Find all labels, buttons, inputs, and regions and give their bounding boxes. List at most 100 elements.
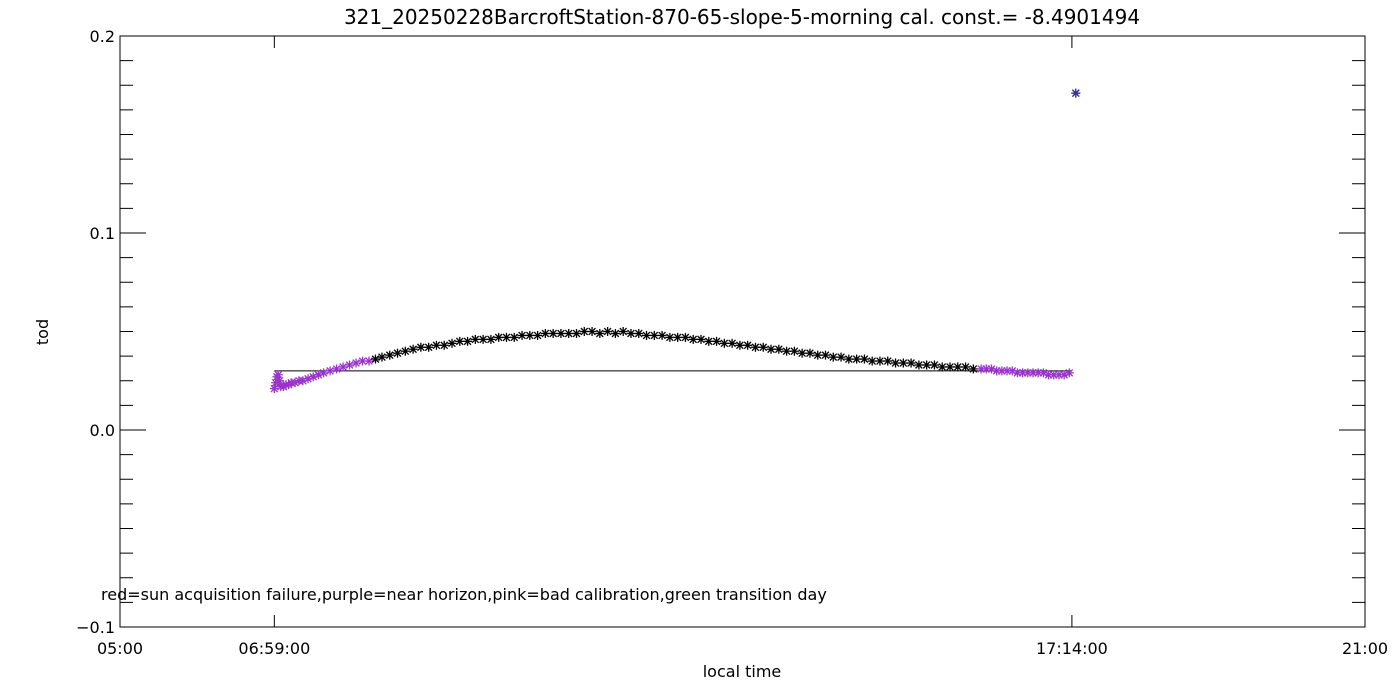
x-axis-label: local time bbox=[703, 662, 782, 681]
data-point bbox=[891, 358, 901, 368]
data-point bbox=[548, 328, 558, 338]
data-point bbox=[945, 362, 955, 372]
marker-stroke bbox=[455, 337, 464, 346]
data-point bbox=[385, 350, 395, 360]
data-point bbox=[883, 356, 893, 366]
x-tick-label: 21:00 bbox=[1342, 639, 1388, 658]
data-point bbox=[673, 332, 683, 342]
data-point bbox=[968, 364, 978, 374]
data-point bbox=[416, 342, 426, 352]
x-tick-label: 17:14:00 bbox=[1036, 639, 1108, 658]
marker-stroke bbox=[417, 343, 425, 352]
data-point bbox=[821, 350, 830, 360]
marker-stroke bbox=[837, 353, 845, 361]
data-point bbox=[875, 356, 885, 366]
data-point bbox=[319, 368, 329, 378]
data-point bbox=[351, 358, 361, 368]
data-point bbox=[447, 338, 457, 348]
data-point bbox=[610, 328, 620, 338]
marker-stroke bbox=[689, 335, 698, 344]
data-point bbox=[906, 358, 916, 368]
marker-stroke bbox=[650, 331, 659, 340]
marker-stroke bbox=[915, 361, 923, 369]
data-point bbox=[688, 334, 698, 344]
marker-stroke bbox=[821, 351, 830, 359]
marker-stroke bbox=[541, 329, 550, 338]
marker-stroke bbox=[378, 353, 386, 361]
y-tick-label: 0.0 bbox=[90, 421, 115, 440]
marker-stroke bbox=[510, 333, 519, 342]
marker-stroke bbox=[736, 341, 744, 350]
x-tick-label: 05:00 bbox=[97, 639, 143, 658]
marker-stroke bbox=[409, 345, 417, 354]
data-point bbox=[338, 362, 348, 372]
y-major-ticks: −0.1 0.0 0.1 0.2 bbox=[76, 27, 1365, 637]
data-point bbox=[642, 330, 652, 340]
marker-stroke bbox=[494, 333, 503, 342]
marker-stroke bbox=[782, 347, 791, 356]
marker-stroke bbox=[953, 363, 962, 371]
data-point bbox=[533, 330, 543, 340]
data-point bbox=[540, 328, 550, 338]
marker-stroke bbox=[697, 335, 705, 344]
marker-stroke bbox=[393, 349, 402, 358]
data-point bbox=[572, 328, 581, 338]
data-point bbox=[665, 332, 675, 342]
marker-stroke bbox=[852, 355, 861, 363]
data-point bbox=[649, 330, 659, 340]
marker-stroke bbox=[774, 345, 783, 354]
data-point bbox=[634, 328, 644, 338]
y-tick-label: 0.2 bbox=[90, 27, 115, 46]
data-point bbox=[922, 360, 932, 370]
marker-stroke bbox=[572, 329, 581, 338]
data-point bbox=[345, 360, 355, 370]
marker-stroke bbox=[424, 343, 433, 352]
marker-stroke bbox=[611, 329, 620, 338]
marker-stroke bbox=[1071, 89, 1080, 97]
marker-stroke bbox=[619, 327, 628, 336]
marker-stroke bbox=[557, 329, 565, 338]
marker-stroke bbox=[891, 359, 900, 367]
data-point bbox=[424, 342, 434, 352]
marker-stroke bbox=[767, 345, 775, 354]
marker-stroke bbox=[525, 331, 534, 340]
marker-stroke bbox=[759, 343, 768, 352]
data-point bbox=[587, 327, 597, 336]
data-point bbox=[750, 342, 760, 352]
marker-stroke bbox=[627, 329, 635, 338]
data-point bbox=[486, 334, 496, 344]
data-point bbox=[712, 336, 722, 346]
data-point bbox=[898, 358, 908, 368]
marker-stroke bbox=[274, 370, 283, 379]
data-point bbox=[463, 336, 473, 346]
data-points bbox=[269, 88, 1081, 394]
data-point bbox=[859, 354, 869, 364]
data-point bbox=[525, 330, 535, 340]
data-point bbox=[937, 362, 947, 372]
marker-stroke bbox=[385, 351, 394, 359]
marker-stroke bbox=[487, 335, 495, 344]
marker-stroke bbox=[876, 357, 884, 365]
marker-stroke bbox=[844, 355, 853, 363]
marker-stroke bbox=[463, 337, 472, 346]
marker-stroke bbox=[813, 351, 822, 359]
data-point bbox=[704, 336, 714, 346]
x-ticks: 05:00 06:59:00 17:14:00 21:00 bbox=[97, 36, 1388, 658]
data-point bbox=[844, 354, 854, 364]
data-point bbox=[478, 334, 488, 344]
data-point bbox=[743, 340, 753, 350]
data-point bbox=[364, 356, 374, 366]
data-point bbox=[953, 362, 963, 372]
marker-stroke bbox=[658, 331, 666, 340]
data-point bbox=[797, 348, 807, 358]
data-point bbox=[719, 338, 729, 348]
chart-title: 321_20250228BarcroftStation-870-65-slope… bbox=[344, 5, 1140, 29]
marker-stroke bbox=[743, 341, 752, 350]
data-point bbox=[680, 332, 690, 342]
data-point bbox=[400, 346, 410, 356]
data-point bbox=[325, 366, 335, 376]
marker-stroke bbox=[899, 359, 908, 367]
data-point bbox=[564, 328, 574, 338]
y-minor-ticks bbox=[120, 60, 1365, 603]
marker-stroke bbox=[720, 339, 729, 348]
